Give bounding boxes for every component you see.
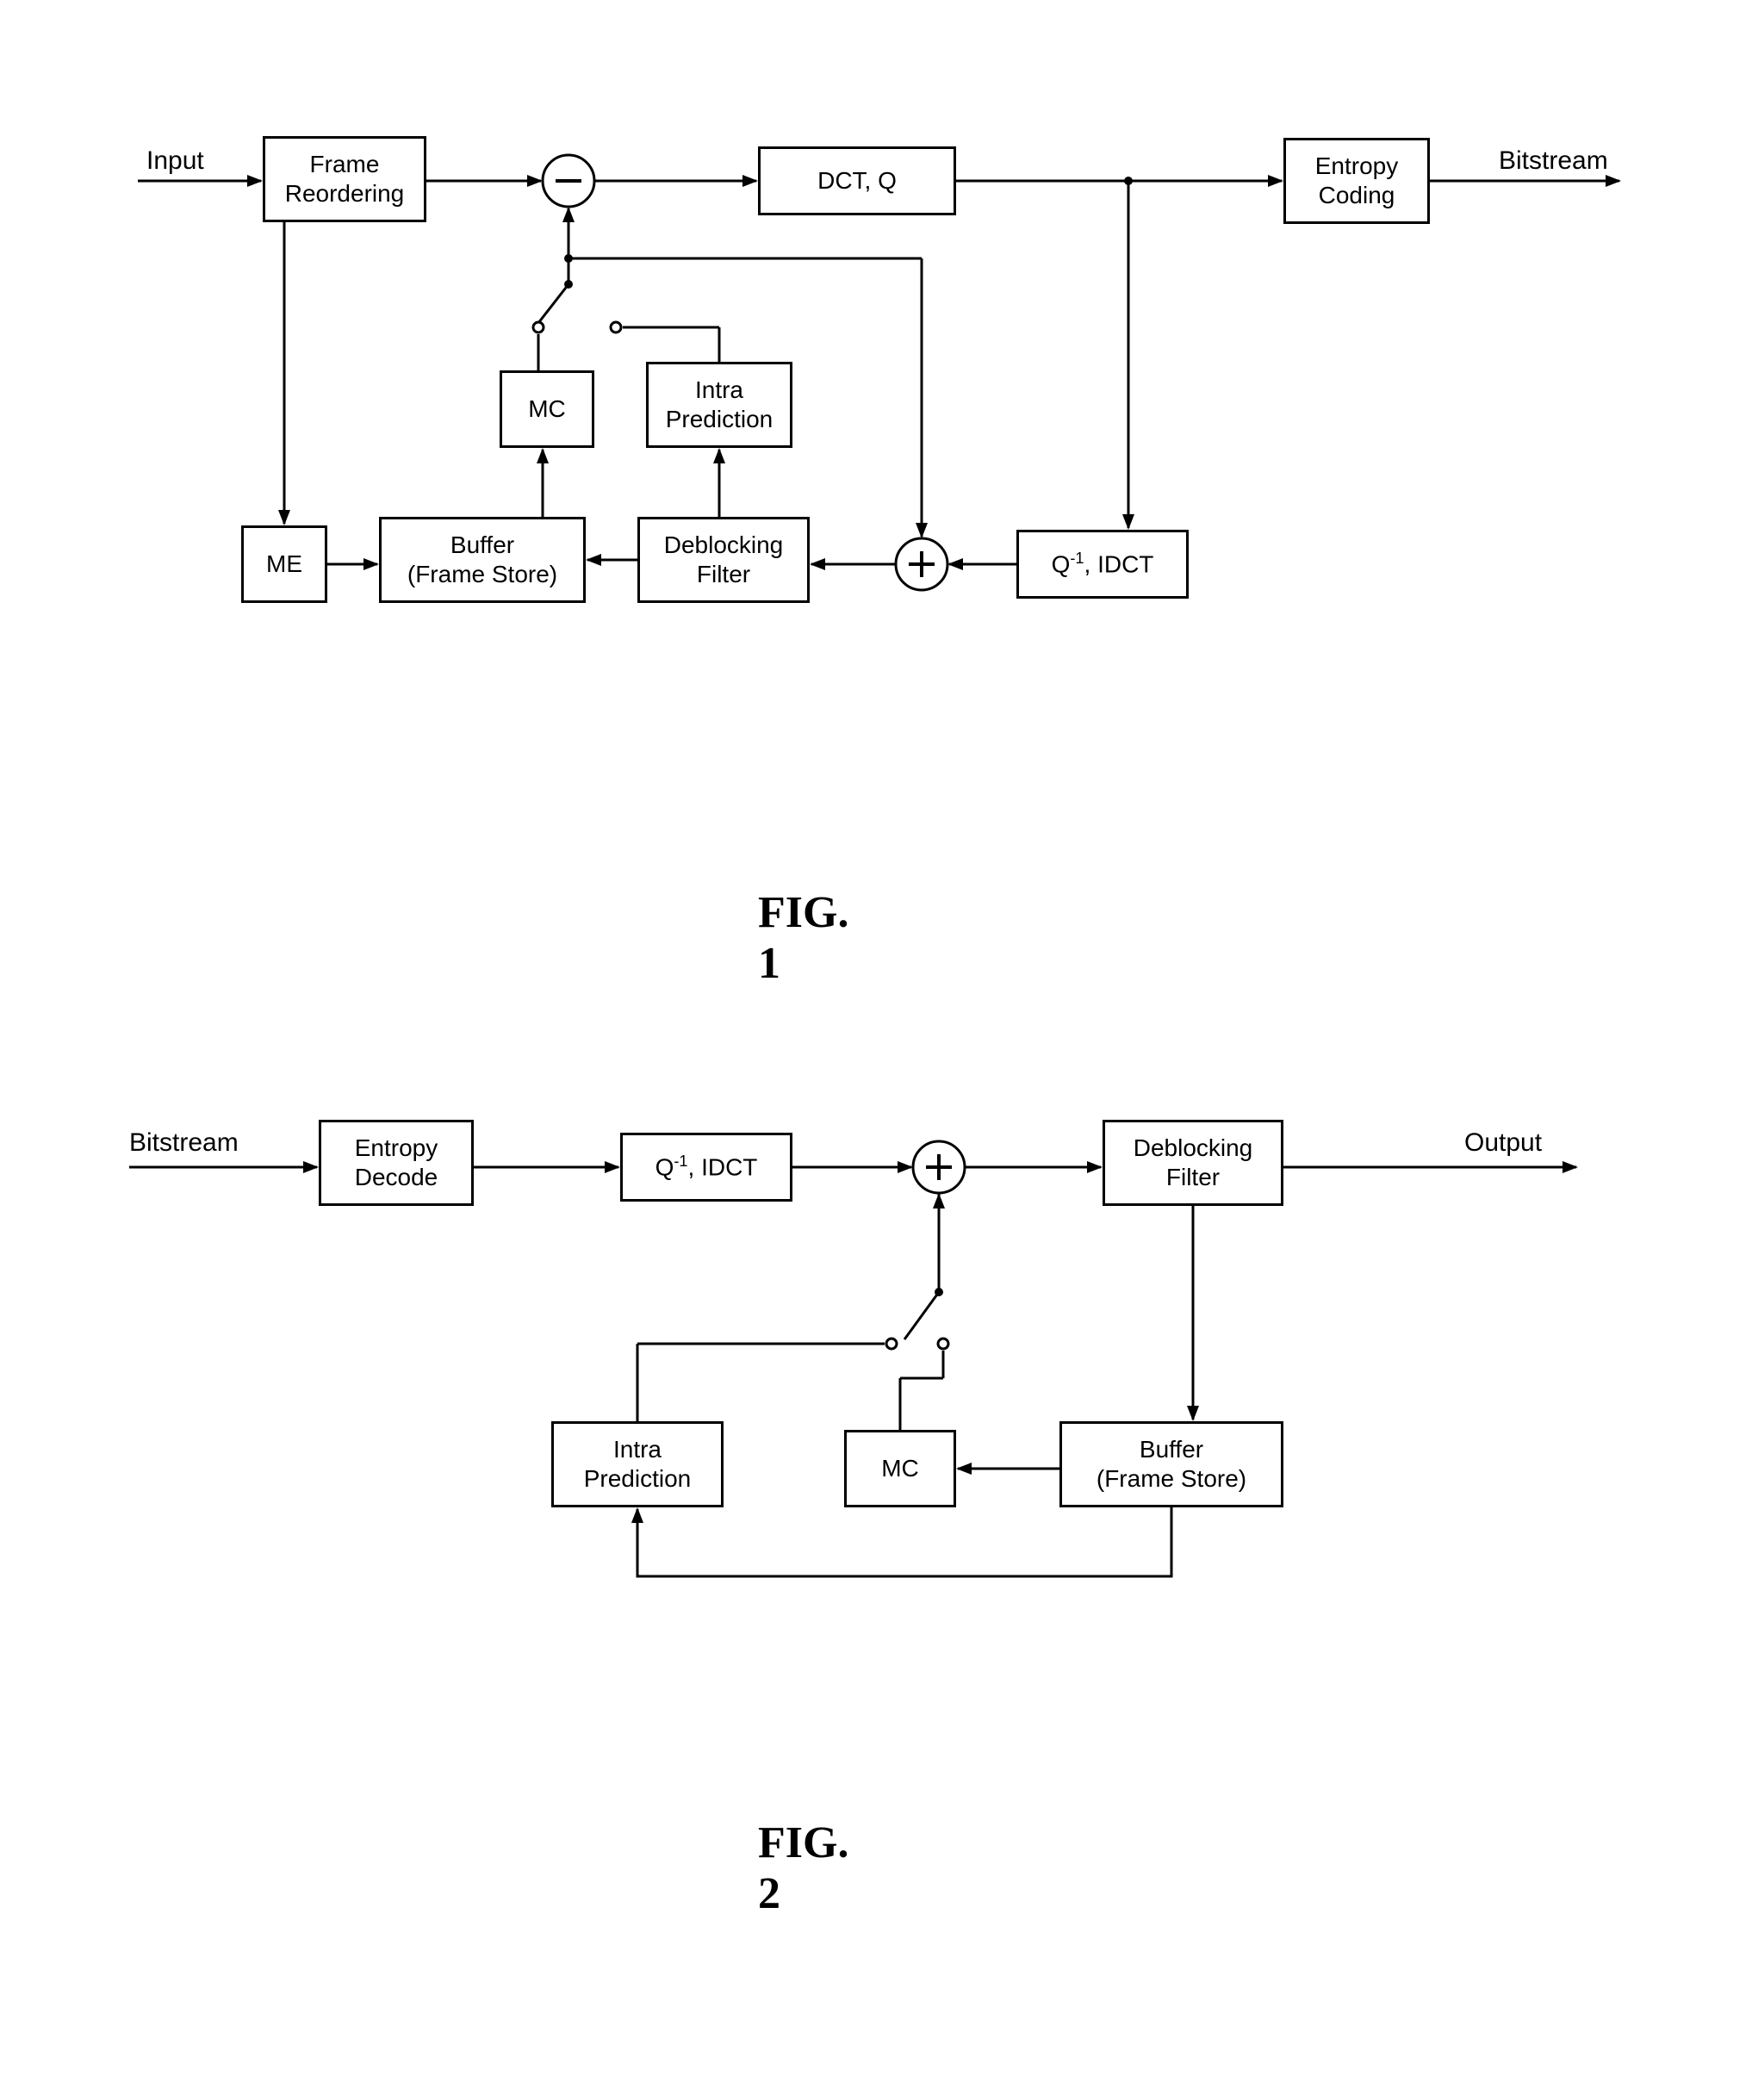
box-entropy-coding-text: EntropyCoding: [1315, 152, 1399, 209]
fig2-output-label: Output: [1464, 1128, 1542, 1158]
box-dct-q: DCT, Q: [758, 146, 956, 215]
box-entropy-coding: EntropyCoding: [1283, 138, 1430, 224]
box-me-text: ME: [266, 550, 302, 579]
fig1-output-label: Bitstream: [1499, 146, 1608, 176]
box-mc-text: MC: [528, 395, 566, 424]
fig1-input-label: Input: [146, 146, 204, 176]
box-frame-reordering-text: FrameReordering: [285, 150, 405, 208]
page: Input Bitstream FrameReordering DCT, Q E…: [0, 0, 1752, 2100]
box-buffer-text: Buffer(Frame Store): [407, 531, 557, 588]
box2-entropy-decode-text: EntropyDecode: [355, 1134, 438, 1191]
box-me: ME: [241, 525, 327, 603]
box2-deblocking: DeblockingFilter: [1103, 1120, 1283, 1206]
fig2-input-label: Bitstream: [129, 1128, 239, 1158]
fig2-wires: [0, 0, 1752, 2100]
fig1-caption: FIG. 1: [758, 887, 848, 989]
box-intra-prediction-text: IntraPrediction: [666, 376, 773, 433]
box2-intra-prediction-text: IntraPrediction: [584, 1435, 692, 1493]
box2-qinv-idct: Q-1, IDCT: [620, 1133, 792, 1202]
box-deblocking: DeblockingFilter: [637, 517, 810, 603]
box2-deblocking-text: DeblockingFilter: [1134, 1134, 1253, 1191]
box-dct-q-text: DCT, Q: [817, 166, 897, 196]
box2-buffer: Buffer(Frame Store): [1059, 1421, 1283, 1507]
box-deblocking-text: DeblockingFilter: [664, 531, 784, 588]
box-qinv-idct: Q-1, IDCT: [1016, 530, 1189, 599]
box-qinv-idct-text: Q-1, IDCT: [1052, 550, 1154, 579]
box2-mc-text: MC: [881, 1454, 919, 1483]
fig2-caption: FIG. 2: [758, 1817, 848, 1919]
box2-buffer-text: Buffer(Frame Store): [1097, 1435, 1246, 1493]
box2-qinv-idct-text: Q-1, IDCT: [655, 1153, 758, 1182]
box-buffer: Buffer(Frame Store): [379, 517, 586, 603]
box-mc: MC: [500, 370, 594, 448]
box-intra-prediction: IntraPrediction: [646, 362, 792, 448]
box2-mc: MC: [844, 1430, 956, 1507]
box2-intra-prediction: IntraPrediction: [551, 1421, 724, 1507]
box2-entropy-decode: EntropyDecode: [319, 1120, 474, 1206]
box-frame-reordering: FrameReordering: [263, 136, 426, 222]
